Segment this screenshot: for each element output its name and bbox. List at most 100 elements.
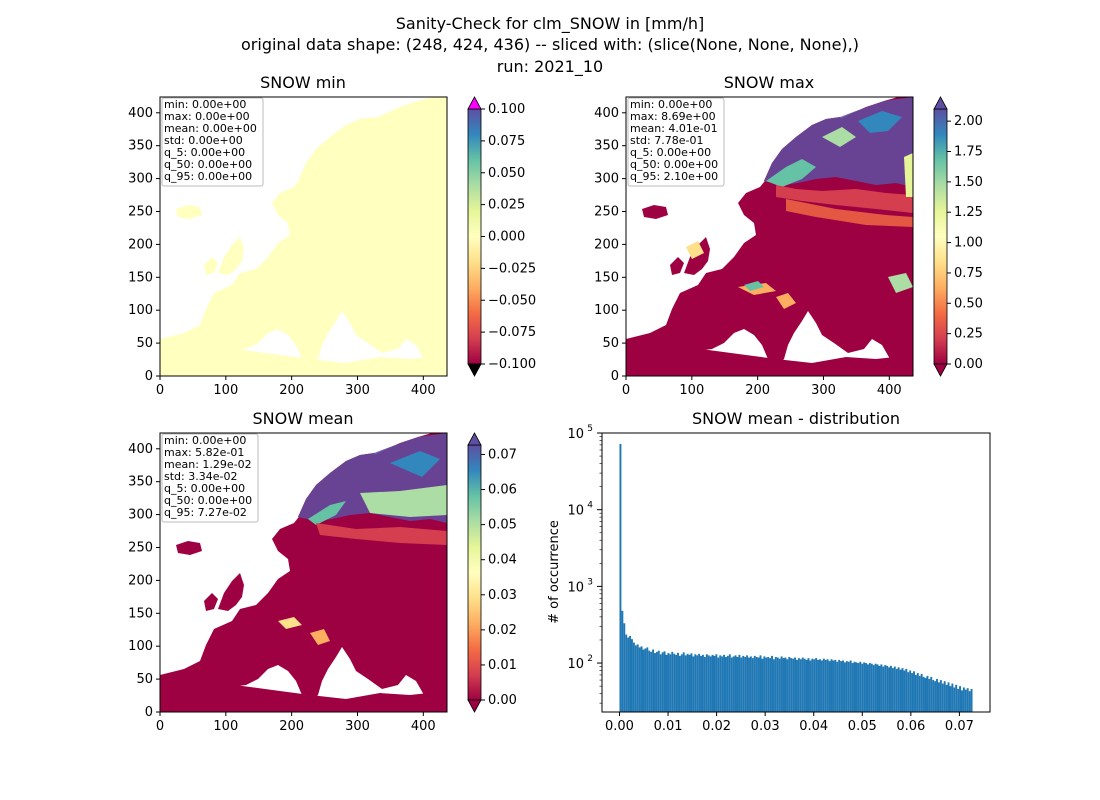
- colorbar-extend-min: [933, 363, 948, 377]
- colorbar-tick-label: 1.75: [954, 145, 983, 160]
- histogram-bar: [928, 678, 931, 712]
- histogram-bar: [638, 647, 641, 712]
- stat-line: q_5: 0.00e+00: [164, 482, 245, 495]
- colorbar-tick-label: 0.050: [488, 166, 525, 181]
- suptitle-line-2: original data shape: (248, 424, 436) -- …: [241, 35, 859, 54]
- y-tick-label: 50: [136, 336, 153, 351]
- histogram-bar: [701, 654, 704, 712]
- histogram-bar: [911, 673, 914, 712]
- y-tick-label: 0: [145, 369, 153, 384]
- x-tick-label: 0.00: [605, 719, 634, 734]
- x-tick-label: 200: [279, 719, 304, 734]
- x-tick-label: 200: [279, 383, 304, 398]
- panel-title: SNOW mean: [253, 409, 354, 428]
- histogram-bar: [796, 659, 798, 712]
- histogram-bar: [838, 659, 841, 712]
- colorbar-tick-label: 1.25: [954, 205, 983, 220]
- histogram-bar: [690, 653, 693, 712]
- histogram-bar: [713, 655, 716, 712]
- histogram-bar: [661, 652, 664, 712]
- x-tick-label: 100: [679, 383, 704, 398]
- histogram-bar: [872, 665, 875, 712]
- histogram-bar: [924, 677, 927, 712]
- histogram-bar: [749, 656, 752, 712]
- stat-line: max: 0.00e+00: [164, 110, 250, 123]
- histogram-bar: [717, 657, 720, 712]
- colorbar-tick-label: 0.100: [488, 102, 525, 117]
- y-tick-label: 250: [128, 540, 153, 555]
- histogram-bar: [936, 678, 938, 712]
- histogram-bar: [753, 655, 756, 712]
- histogram-bar: [939, 680, 942, 712]
- histogram-bar: [640, 646, 643, 712]
- y-tick-label: 300: [128, 508, 153, 523]
- colorbar-tick-label: 0.25: [954, 327, 983, 342]
- histogram-bar: [815, 658, 818, 712]
- histogram-bar: [918, 675, 921, 712]
- histogram-bar: [836, 661, 839, 712]
- histogram-bar: [684, 655, 687, 712]
- y-tick-label: 10: [567, 580, 584, 595]
- y-tick-label: 200: [128, 573, 153, 588]
- histogram-bar: [630, 639, 633, 712]
- x-tick-label: 0.07: [945, 719, 974, 734]
- histogram-bar: [851, 663, 854, 712]
- colorbar-tick-label: 0.07: [488, 447, 517, 462]
- x-ticks: 0 100 200 300 400: [156, 376, 436, 398]
- histogram-bar: [964, 689, 967, 712]
- histogram-bar: [767, 656, 770, 712]
- histogram-bar: [696, 655, 699, 712]
- histogram-bar: [895, 668, 898, 712]
- histogram-bar: [742, 655, 745, 712]
- histogram-bar: [677, 652, 679, 712]
- suptitle: Sanity-Check for clm_SNOW in [mm/h] orig…: [241, 14, 859, 77]
- colorbar-tick-label: 0.025: [488, 198, 525, 213]
- x-ticks: 0 100 200 300 400: [622, 376, 902, 398]
- histogram-bar: [868, 663, 871, 712]
- histogram-bar: [855, 662, 858, 712]
- histogram-bar: [901, 668, 904, 712]
- colorbar-tick-label: 0.50: [954, 296, 983, 311]
- colorbar-tick-label: 1.00: [954, 236, 983, 251]
- histogram-bar: [763, 656, 766, 712]
- histogram-bar: [654, 653, 656, 712]
- y-tick-label: 400: [594, 106, 619, 121]
- x-ticks: 0.00 0.01 0.02 0.03 0.04 0.05 0.06 0.07: [605, 712, 974, 734]
- histogram-bar: [847, 661, 850, 712]
- x-tick-label: 0.03: [751, 719, 780, 734]
- histogram-bar: [707, 655, 710, 712]
- stat-line: std: 3.34e-02: [164, 470, 237, 483]
- colorbar-tick-label: −0.050: [488, 293, 536, 308]
- y-tick-exponent: 5: [587, 424, 593, 434]
- colorbar-extend-min: [467, 363, 482, 377]
- histogram-bar: [811, 658, 814, 712]
- y-tick-label: 150: [128, 270, 153, 285]
- colorbar-tick-label: 0.75: [954, 266, 983, 281]
- histogram-bar: [897, 667, 900, 712]
- histogram-bar: [757, 657, 760, 712]
- histogram-bar: [671, 651, 674, 712]
- x-tick-label: 300: [345, 383, 370, 398]
- stat-line: min: 0.00e+00: [164, 98, 246, 111]
- histogram-bar: [863, 662, 866, 712]
- axes-frame: [625, 96, 914, 377]
- y-tick-label: 0: [611, 369, 619, 384]
- y-tick-exponent: 4: [587, 501, 593, 511]
- histogram-bar: [759, 655, 762, 712]
- y-tick-label: 350: [128, 139, 153, 154]
- colorbar-tick-label: 0.075: [488, 134, 525, 149]
- colorbar-tick-label: −0.025: [488, 261, 536, 276]
- stat-line: min: 0.00e+00: [630, 98, 712, 111]
- histogram-bar: [778, 658, 781, 712]
- histogram-bar: [824, 659, 827, 712]
- histogram-bar: [780, 656, 783, 712]
- x-tick-label: 0: [622, 383, 630, 398]
- x-tick-label: 0.05: [848, 719, 877, 734]
- x-ticks: 0 100 200 300 400: [156, 712, 436, 734]
- histogram-bar: [968, 691, 971, 712]
- histogram-bar: [914, 674, 917, 712]
- colorbar: 0.00 0.01 0.02 0.03 0.04 0.05 0.06 0.07: [467, 432, 517, 713]
- x-tick-label: 400: [411, 383, 436, 398]
- colorbar-extend-max: [467, 96, 482, 110]
- histogram-bar: [955, 684, 958, 712]
